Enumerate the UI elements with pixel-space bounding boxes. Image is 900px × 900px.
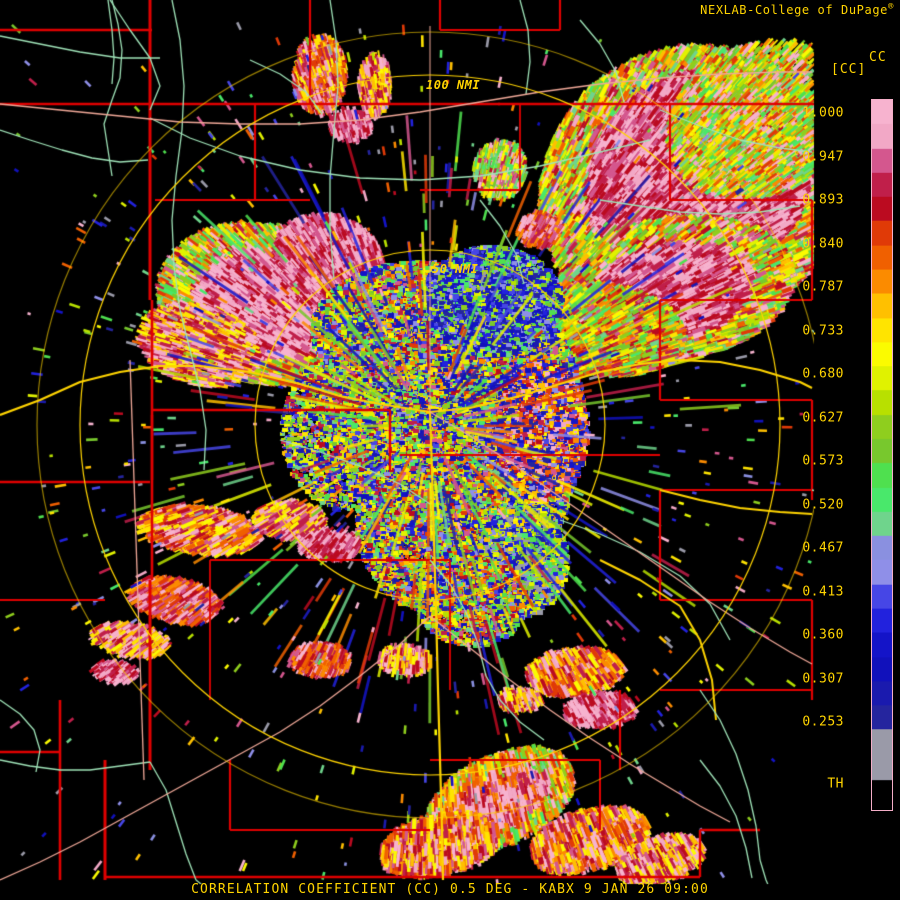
colorbar-tick-0-360: 0.360 <box>802 627 844 643</box>
colorbar[interactable] <box>871 99 893 811</box>
colorbar-tick-0-573: 0.573 <box>802 453 844 469</box>
colorbar-tick-0-733: 0.733 <box>802 323 844 338</box>
colorbar-tick-0-787: 0.787 <box>802 279 844 295</box>
colorbar-tick-1-000: 1.000 <box>802 105 844 121</box>
legend-title: CC <box>869 50 887 65</box>
status-text: CORRELATION COEFFICIENT (CC) 0.5 DEG - K… <box>191 882 709 897</box>
color-scale-legend: CC [CC] 1.000 0.947 0.893 0.840 0.787 0.733 0.… <box>802 40 900 820</box>
colorbar-tick-0-413: 0.413 <box>802 584 844 599</box>
colorbar-tick-0-947: 0.947 <box>802 149 844 164</box>
range-ring-label-50: 50 NMI <box>432 262 479 276</box>
colorbar-gradient <box>872 100 892 810</box>
legend-units-label: [CC] <box>831 62 867 77</box>
range-ring-label-100: 100 NMI <box>426 78 481 92</box>
colorbar-tick-0-307: 0.307 <box>802 671 844 686</box>
colorbar-tick-0-893: 0.893 <box>802 192 844 208</box>
colorbar-tick-0-467: 0.467 <box>802 540 844 556</box>
below-threshold-label: TH <box>827 776 844 791</box>
footer-bar: CORRELATION COEFFICIENT (CC) 0.5 DEG - K… <box>0 878 900 900</box>
colorbar-tick-0-253: 0.253 <box>802 714 844 730</box>
colorbar-tick-0-520: 0.520 <box>802 497 844 512</box>
colorbar-tick-0-627: 0.627 <box>802 410 844 425</box>
colorbar-tick-0-840: 0.840 <box>802 236 844 251</box>
colorbar-tick-0-680: 0.680 <box>802 366 844 382</box>
